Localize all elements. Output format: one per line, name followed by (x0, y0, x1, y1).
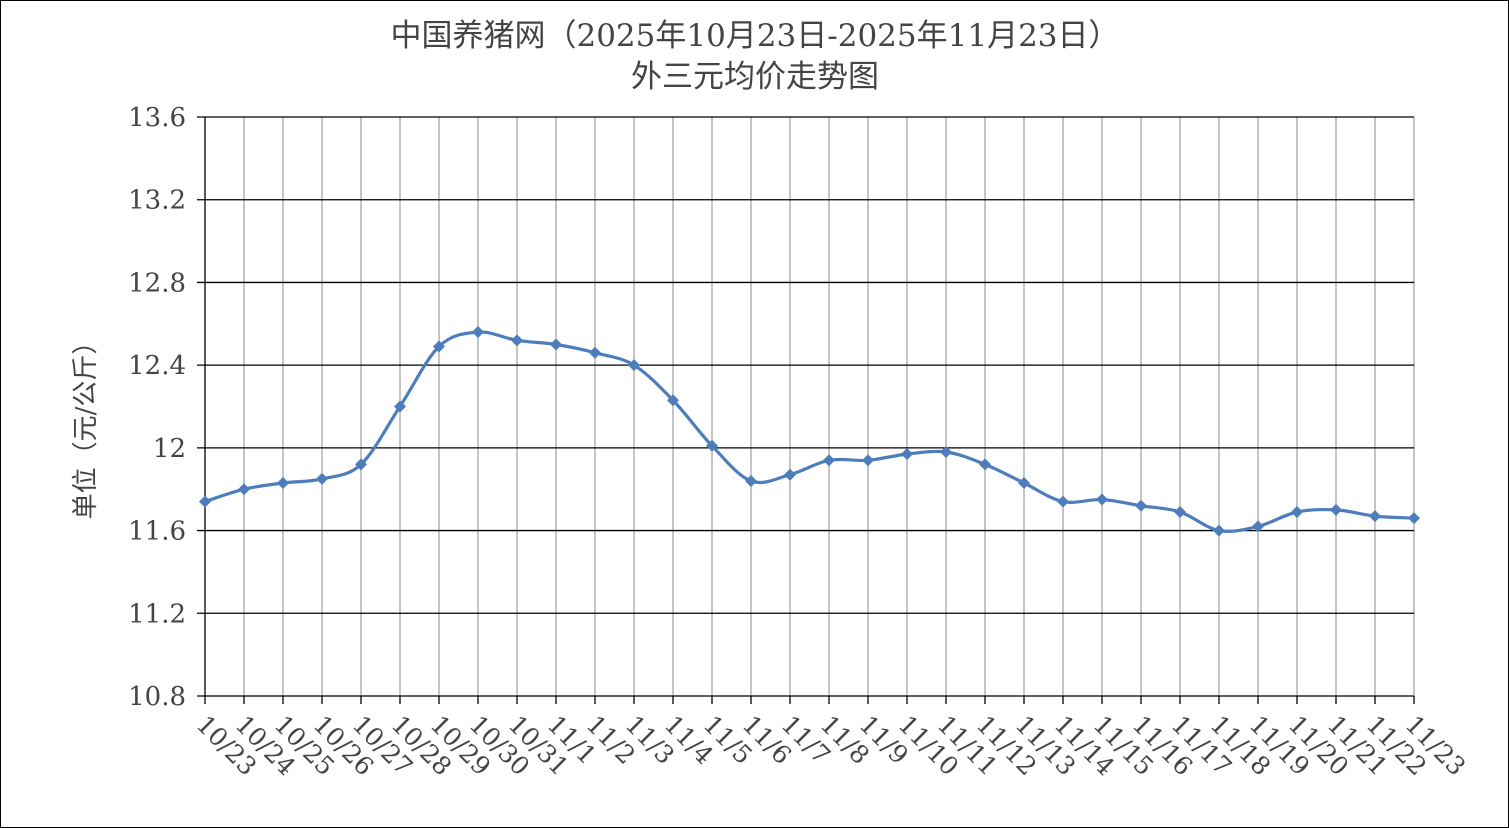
data-point-marker (277, 477, 289, 490)
chart-title-line2: 外三元均价走势图 (631, 59, 879, 95)
data-point-marker (511, 334, 523, 347)
y-tick-label: 11.6 (128, 517, 186, 547)
data-point-marker (706, 439, 718, 452)
y-axis-label: 单位（元/公斤） (71, 329, 101, 520)
data-point-marker (433, 340, 445, 353)
data-point-marker (1213, 524, 1225, 537)
y-tick-label: 13.2 (128, 186, 186, 216)
horizontal-gridlines (197, 116, 1414, 697)
y-tick-label: 12.8 (128, 268, 186, 298)
data-point-marker (355, 458, 367, 471)
data-point-marker (823, 454, 835, 467)
data-point-marker (394, 400, 406, 413)
y-tick-label: 12 (153, 434, 186, 464)
data-point-marker (979, 458, 991, 471)
series-line (204, 330, 1415, 533)
axes (204, 117, 1415, 704)
data-point-marker (316, 472, 328, 485)
data-point-marker (940, 445, 952, 458)
data-point-marker (1096, 493, 1108, 506)
data-point-marker (589, 346, 601, 359)
data-point-marker (1408, 512, 1420, 525)
data-point-marker (238, 483, 250, 496)
data-point-marker (1369, 510, 1381, 523)
data-point-marker (667, 394, 679, 407)
data-point-marker (628, 359, 640, 372)
y-tick-labels: 10.8 11.2 11.6 12 12.4 12.8 13.2 13.6 (128, 103, 186, 712)
data-point-marker (199, 495, 211, 508)
data-point-marker (1330, 503, 1342, 516)
x-tick-labels: 10/2310/2410/2510/2610/2710/2810/2910/30… (191, 710, 1471, 781)
data-point-marker (1018, 477, 1030, 490)
y-tick-label: 11.2 (128, 599, 186, 629)
chart-title-line1: 中国养猪网（2025年10月23日-2025年11月23日） (390, 18, 1119, 54)
y-tick-label: 13.6 (128, 103, 186, 133)
data-point-marker (1252, 520, 1264, 533)
y-tick-label: 10.8 (128, 682, 186, 712)
data-point-marker (745, 474, 757, 487)
data-point-marker (901, 448, 913, 461)
data-point-marker (784, 468, 796, 481)
data-point-marker (1291, 505, 1303, 518)
vertical-gridlines (243, 117, 1415, 696)
series-group (199, 326, 1420, 537)
data-point-marker (472, 326, 484, 339)
data-point-marker (1174, 505, 1186, 518)
data-point-marker (1135, 499, 1147, 512)
data-point-marker (550, 338, 562, 351)
data-point-marker (862, 454, 874, 467)
data-point-marker (1057, 495, 1069, 508)
y-tick-label: 12.4 (128, 351, 186, 381)
